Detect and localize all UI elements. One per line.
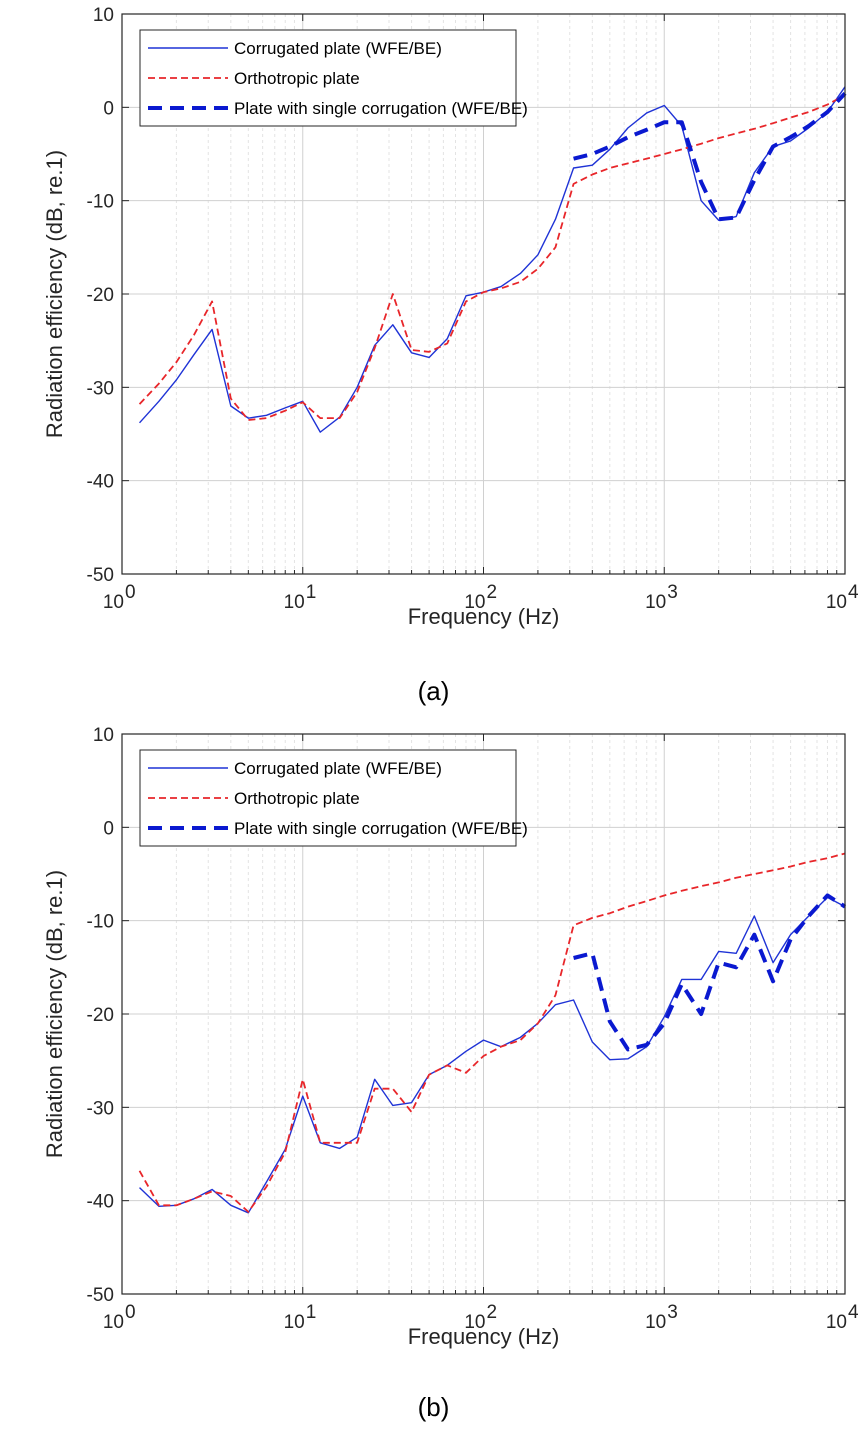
x-tick-label-exponent: 4 <box>848 582 859 603</box>
y-tick-label: 10 <box>93 725 114 746</box>
series-group <box>138 86 847 433</box>
x-tick-label-base: 10 <box>826 1312 847 1333</box>
series-line-1 <box>138 94 846 421</box>
y-tick-label: -10 <box>87 912 114 933</box>
y-tick-label: -20 <box>87 1005 114 1026</box>
x-tick-label-base: 10 <box>645 592 666 613</box>
y-axis-label: Radiation efficiency (dB, re.1) <box>42 870 67 1158</box>
y-tick-label: -20 <box>87 285 114 306</box>
y-tick-label: -30 <box>87 1098 114 1119</box>
x-tick-label-exponent: 4 <box>848 1302 859 1323</box>
legend-entry-1: Orthotropic plate <box>234 789 360 808</box>
y-tick-label: 0 <box>103 98 114 119</box>
x-tick-label-base: 10 <box>464 592 485 613</box>
x-axis-label: Frequency (Hz) <box>408 604 560 629</box>
y-tick-label: -10 <box>87 192 114 213</box>
x-tick-label-exponent: 1 <box>306 1302 317 1323</box>
y-tick-label: -40 <box>87 1192 114 1213</box>
panel-label: (b) <box>418 1392 450 1422</box>
series-group <box>138 852 847 1214</box>
legend-entry-2: Plate with single corrugation (WFE/BE) <box>234 819 528 838</box>
x-tick-label-exponent: 2 <box>487 1302 498 1323</box>
y-tick-label: -50 <box>87 1285 114 1306</box>
series-line-2 <box>573 91 847 222</box>
y-tick-label: 0 <box>103 818 114 839</box>
y-tick-label: -30 <box>87 378 114 399</box>
legend-entry-1: Orthotropic plate <box>234 69 360 88</box>
series-line-2 <box>573 893 847 1052</box>
x-tick-label-base: 10 <box>645 1312 666 1333</box>
legend-entry-0: Corrugated plate (WFE/BE) <box>234 39 442 58</box>
x-tick-label-exponent: 1 <box>306 582 317 603</box>
x-tick-label-exponent: 2 <box>487 582 498 603</box>
y-tick-label: -40 <box>87 472 114 493</box>
x-tick-label-base: 10 <box>284 1312 305 1333</box>
x-tick-label-base: 10 <box>284 592 305 613</box>
x-axis-label: Frequency (Hz) <box>408 1324 560 1349</box>
x-tick-label-base: 10 <box>103 1312 124 1333</box>
y-axis-label: Radiation efficiency (dB, re.1) <box>42 150 67 438</box>
legend-entry-0: Corrugated plate (WFE/BE) <box>234 759 442 778</box>
chart-panel-0: 10 0 10 1 10 2 10 3 10 4100-10-20-30-40-50Frequen… <box>42 5 859 706</box>
panel-label: (a) <box>418 676 450 706</box>
y-tick-label: -50 <box>87 565 114 586</box>
legend: Corrugated plate (WFE/BE) Orthotropic pla… <box>139 29 528 127</box>
x-tick-label-base: 10 <box>826 592 847 613</box>
y-tick-label: 10 <box>93 5 114 26</box>
x-tick-label-exponent: 3 <box>667 582 678 603</box>
legend: Corrugated plate (WFE/BE) Orthotropic pla… <box>139 749 528 847</box>
series-line-0 <box>139 896 846 1214</box>
legend-entry-2: Plate with single corrugation (WFE/BE) <box>234 99 528 118</box>
x-tick-label-exponent: 0 <box>125 1302 136 1323</box>
chart-panel-1: 10 0 10 1 10 2 10 3 10 4100-10-20-30-40-50Frequen… <box>42 725 859 1422</box>
x-tick-label-exponent: 3 <box>667 1302 678 1323</box>
x-tick-label-base: 10 <box>103 592 124 613</box>
series-line-1 <box>138 852 846 1213</box>
x-tick-label-base: 10 <box>464 1312 485 1333</box>
x-tick-label-exponent: 0 <box>125 582 136 603</box>
